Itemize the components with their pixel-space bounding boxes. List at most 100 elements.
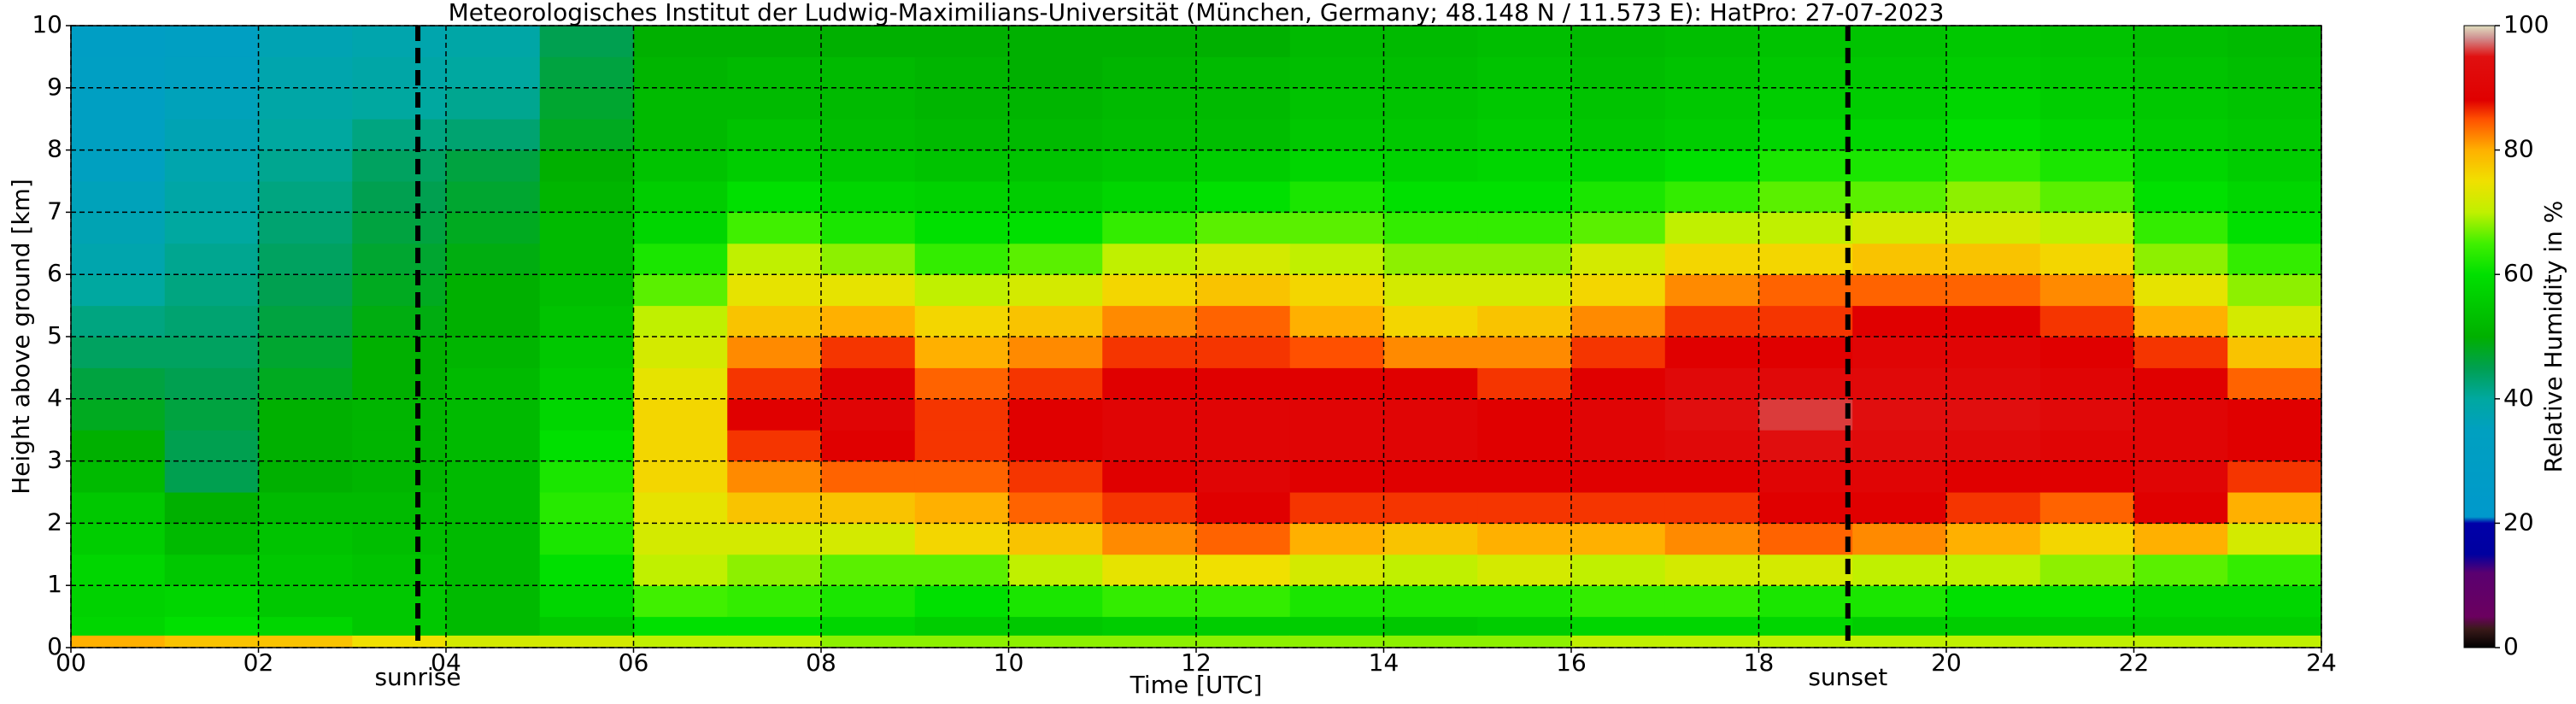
heat-cell [164, 398, 259, 431]
heat-cell [1664, 56, 1759, 89]
heat-cell [633, 523, 728, 555]
heat-cell [1852, 212, 1947, 244]
heat-cell [1852, 585, 1947, 618]
heat-cell [1946, 430, 2041, 462]
heat-cell [1946, 635, 2041, 648]
heat-cell [1008, 305, 1103, 337]
heat-cell [1852, 492, 1947, 524]
heat-cell [2133, 274, 2228, 307]
heat-cell [1758, 461, 1853, 493]
heat-cell [446, 430, 541, 462]
heat-cell [1477, 181, 1572, 213]
heat-cell [821, 26, 916, 57]
heat-cell [2039, 305, 2134, 337]
heat-cell [2039, 26, 2134, 57]
colorbar-tick-label: 80 [2503, 135, 2534, 163]
heat-cell [2133, 119, 2228, 151]
heat-cell [727, 181, 822, 213]
heat-cell [1383, 337, 1478, 368]
heat-cell [164, 585, 259, 618]
heat-cell [1008, 585, 1103, 618]
x-tick-label: 00 [56, 648, 86, 677]
x-tick-label: 14 [1369, 648, 1399, 677]
heat-cell [1852, 430, 1947, 462]
x-tick-label: 20 [1931, 648, 1962, 677]
heat-cell [1946, 398, 2041, 431]
heat-cell [1852, 367, 1947, 400]
heat-cell [539, 430, 634, 462]
heat-cell [2039, 430, 2134, 462]
heat-cell [2227, 523, 2322, 555]
heat-cell [1196, 367, 1291, 400]
heat-cell [446, 367, 541, 400]
heat-cell [71, 305, 166, 337]
heat-cell [1852, 87, 1947, 120]
heat-cell [727, 26, 822, 57]
heat-cell [539, 523, 634, 555]
heat-cell [352, 150, 447, 182]
heat-cell [1008, 635, 1103, 648]
heat-cell [539, 554, 634, 586]
heat-cell [164, 461, 259, 493]
heat-cell [1758, 119, 1853, 151]
heat-cell [1758, 305, 1853, 337]
heat-cell [633, 56, 728, 89]
heat-cell [1289, 87, 1384, 120]
heat-cell [727, 212, 822, 244]
heat-cell [821, 554, 916, 586]
heat-cell [1383, 26, 1478, 57]
heat-cell [1196, 181, 1291, 213]
heat-cell [258, 181, 353, 213]
heat-cell [1008, 212, 1103, 244]
heat-cell [1571, 119, 1666, 151]
heat-cell [2227, 56, 2322, 89]
heat-cell [914, 554, 1009, 586]
heat-cell [1946, 616, 2041, 636]
heat-cell [1852, 181, 1947, 213]
heat-cell [1383, 56, 1478, 89]
heat-cell [164, 367, 259, 400]
heat-cell [1571, 554, 1666, 586]
heat-cell [1664, 337, 1759, 368]
x-tick-label: 02 [244, 648, 274, 677]
heat-cell [1008, 337, 1103, 368]
heat-cell [1102, 635, 1197, 648]
heat-cell [2039, 616, 2134, 636]
heat-cell [1946, 367, 2041, 400]
heat-cell [1196, 274, 1291, 307]
heat-cell [2039, 398, 2134, 431]
heat-cell [258, 523, 353, 555]
heat-cell [1852, 243, 1947, 275]
heat-cell [2039, 585, 2134, 618]
heat-cell [2039, 243, 2134, 275]
heat-cell [727, 523, 822, 555]
heat-cell [1102, 119, 1197, 151]
heat-cell [2227, 616, 2322, 636]
heat-cell [914, 119, 1009, 151]
heat-cell [164, 635, 259, 648]
heat-cell [1571, 181, 1666, 213]
heat-cell [727, 585, 822, 618]
heat-cell [258, 367, 353, 400]
heat-cell [1758, 367, 1853, 400]
heat-cell [1196, 554, 1291, 586]
heat-cell [71, 150, 166, 182]
heat-cell [1383, 305, 1478, 337]
heat-cell [352, 212, 447, 244]
heat-cell [1383, 635, 1478, 648]
heat-cell [1196, 635, 1291, 648]
heat-cell [352, 492, 447, 524]
heat-cell [1289, 337, 1384, 368]
heat-cell [1477, 274, 1572, 307]
heat-cell [2227, 119, 2322, 151]
heat-cell [258, 492, 353, 524]
heat-cell [2133, 26, 2228, 57]
heat-cell [71, 492, 166, 524]
heat-cell [71, 398, 166, 431]
heat-cell [446, 523, 541, 555]
y-tick-label: 4 [47, 384, 62, 412]
heat-cell [1289, 26, 1384, 57]
heat-cell [2133, 430, 2228, 462]
heat-cell [1102, 56, 1197, 89]
